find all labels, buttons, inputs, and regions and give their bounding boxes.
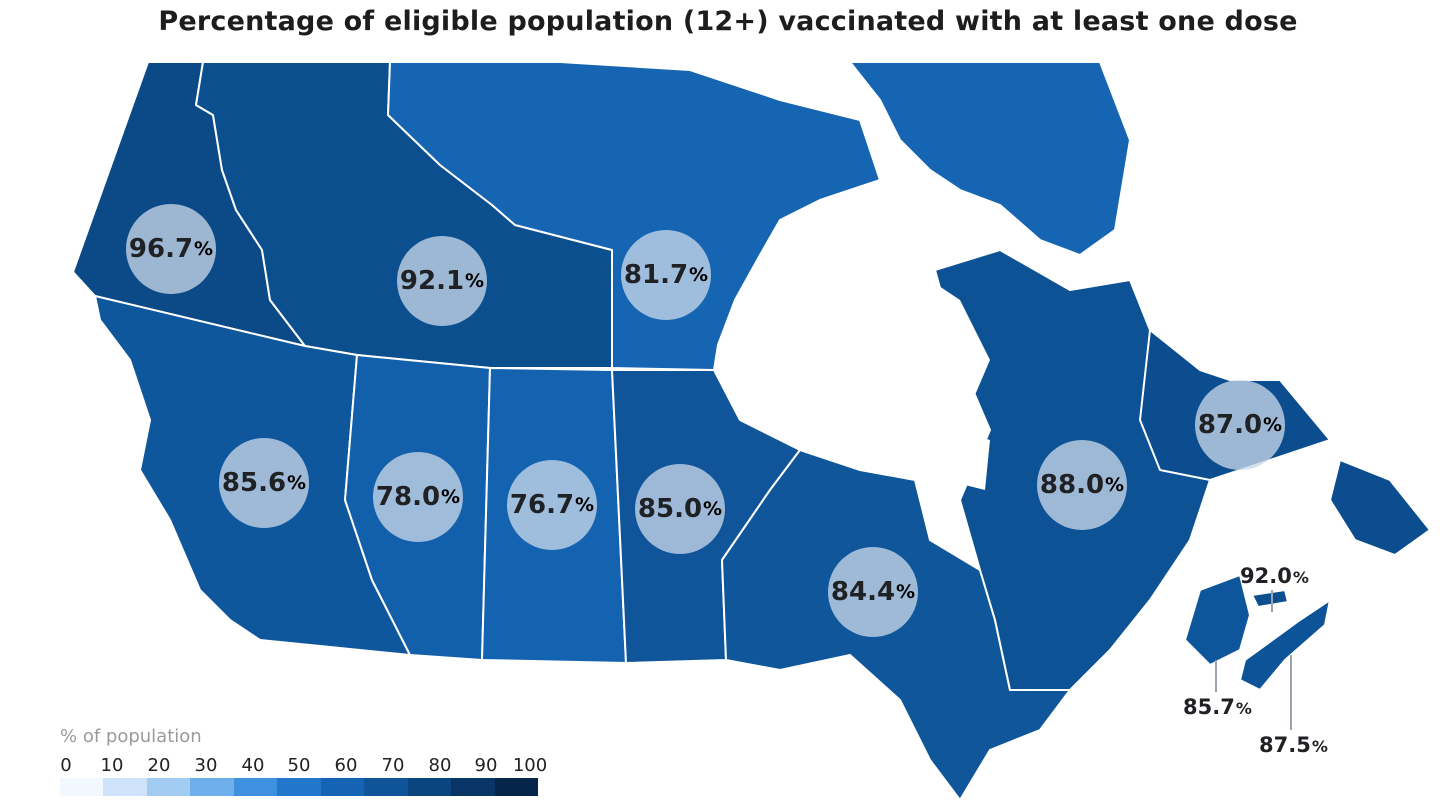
- legend-tick: 80: [428, 755, 452, 776]
- hudson-bay: [714, 230, 990, 490]
- legend-swatch: [277, 778, 321, 796]
- unit-label-nt: %: [465, 270, 485, 292]
- unit-label-mb: %: [703, 498, 723, 520]
- value-label-nt: 92.1: [399, 266, 465, 296]
- unit-label-ns: %: [1311, 737, 1328, 756]
- unit-label-pe: %: [1292, 568, 1309, 587]
- unit-label-on: %: [896, 581, 916, 603]
- value-bubble-bc: 85.6%: [219, 438, 309, 528]
- region-nu-islands[interactable]: [849, 61, 1131, 256]
- value-label-bc: 85.6: [221, 468, 287, 498]
- value-label-pe: 92.0: [1240, 564, 1292, 588]
- legend-tick: 30: [194, 755, 218, 776]
- value-bubble-nu: 81.7%: [621, 230, 711, 320]
- value-bubble-sk: 76.7%: [507, 460, 597, 550]
- value-label-ab: 78.0: [375, 482, 441, 512]
- unit-label-nu: %: [689, 264, 709, 286]
- value-label-nu: 81.7: [623, 260, 689, 290]
- legend-tick: 50: [287, 755, 311, 776]
- region-nb[interactable]: [1184, 574, 1251, 666]
- legend-tick: 10: [100, 755, 124, 776]
- value-label-yt: 96.7: [128, 234, 194, 264]
- legend-color-scale: [60, 778, 538, 796]
- value-bubble-yt: 96.7%: [126, 204, 216, 294]
- callout-ns: 87.5%: [1259, 733, 1328, 757]
- callout-nb: 85.7%: [1183, 695, 1252, 719]
- region-pe[interactable]: [1251, 589, 1289, 608]
- value-label-sk: 76.7: [509, 490, 575, 520]
- legend-tick: 40: [241, 755, 265, 776]
- unit-label-bc: %: [287, 472, 307, 494]
- legend-swatch: [233, 778, 278, 796]
- legend-tick: 70: [381, 755, 405, 776]
- map-title: Percentage of eligible population (12+) …: [158, 6, 1298, 37]
- value-bubble-mb: 85.0%: [635, 464, 725, 554]
- legend-swatch: [364, 778, 408, 796]
- legend-swatch: [320, 778, 365, 796]
- region-nl-island[interactable]: [1329, 459, 1431, 556]
- leader-line-pe: [1271, 590, 1273, 612]
- unit-label-yt: %: [194, 238, 214, 260]
- legend-swatch: [146, 778, 191, 796]
- legend-swatch: [407, 778, 452, 796]
- unit-label-nb: %: [1235, 699, 1252, 718]
- legend-swatch: [60, 778, 104, 796]
- legend-tick: 0: [60, 755, 72, 776]
- leader-line-ns: [1290, 655, 1292, 730]
- legend-swatch: [494, 778, 538, 796]
- unit-label-nl: %: [1263, 414, 1283, 436]
- unit-label-sk: %: [575, 494, 595, 516]
- value-bubble-qc: 88.0%: [1037, 440, 1127, 530]
- value-label-mb: 85.0: [637, 494, 703, 524]
- region-qc[interactable]: [934, 249, 1331, 691]
- legend-swatch: [190, 778, 234, 796]
- value-label-nb: 85.7: [1183, 695, 1235, 719]
- callout-pe: 92.0%: [1240, 564, 1309, 588]
- value-label-nl: 87.0: [1197, 410, 1263, 440]
- legend-tick: 100: [512, 755, 548, 776]
- legend-swatch: [103, 778, 147, 796]
- value-bubble-on: 84.4%: [828, 547, 918, 637]
- region-ns[interactable]: [1239, 599, 1331, 691]
- value-label-ns: 87.5: [1259, 733, 1311, 757]
- legend-swatch: [451, 778, 495, 796]
- value-bubble-nt: 92.1%: [397, 236, 487, 326]
- value-label-on: 84.4: [830, 577, 896, 607]
- value-bubble-nl: 87.0%: [1195, 380, 1285, 470]
- unit-label-qc: %: [1105, 474, 1125, 496]
- value-label-qc: 88.0: [1039, 470, 1105, 500]
- legend-tick: 20: [147, 755, 171, 776]
- leader-line-nb: [1215, 660, 1217, 692]
- legend-title: % of population: [60, 726, 202, 747]
- unit-label-ab: %: [441, 486, 461, 508]
- legend-tick: 90: [474, 755, 498, 776]
- legend-tick: 60: [334, 755, 358, 776]
- value-bubble-ab: 78.0%: [373, 452, 463, 542]
